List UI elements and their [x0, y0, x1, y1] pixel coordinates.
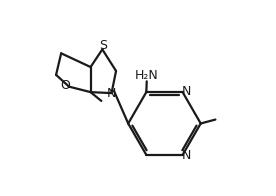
- Text: N: N: [107, 87, 116, 100]
- Text: N: N: [181, 85, 191, 98]
- Text: O: O: [60, 79, 70, 92]
- Text: N: N: [181, 149, 191, 162]
- Text: S: S: [99, 39, 107, 52]
- Text: H₂N: H₂N: [135, 69, 159, 82]
